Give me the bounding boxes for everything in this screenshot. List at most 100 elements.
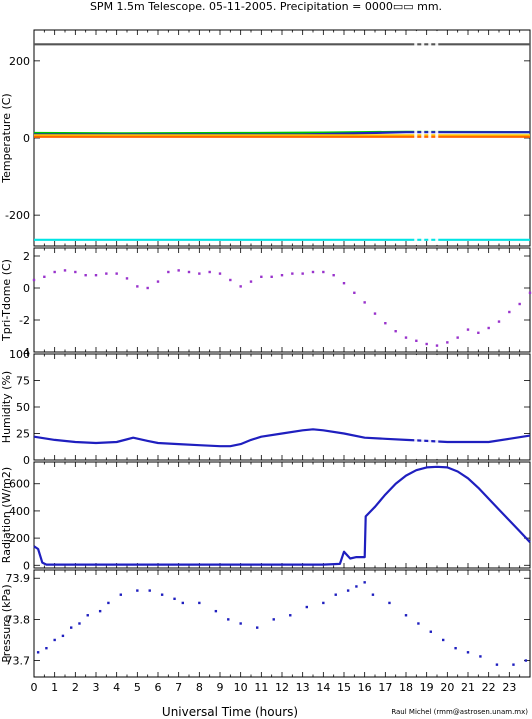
y-tick-label: -2 bbox=[19, 314, 30, 327]
pressure-point bbox=[388, 601, 391, 605]
y-tick-label: -200 bbox=[5, 209, 30, 222]
pressure-point bbox=[239, 622, 242, 625]
y-tick-label: 100 bbox=[9, 348, 30, 361]
tpri-tdome-point bbox=[456, 336, 459, 339]
humidity-panel: 0 25 50 75 100 Humidity (%) bbox=[0, 348, 531, 467]
tpri-tdome-point bbox=[187, 270, 191, 274]
tpri-tdome-point bbox=[208, 270, 211, 274]
tpri-tdome-frame bbox=[33, 247, 531, 353]
tpri-tdome-point bbox=[239, 285, 242, 288]
x-tick-label: 8 bbox=[196, 681, 203, 694]
pressure-point bbox=[355, 585, 358, 588]
pressure-point bbox=[198, 601, 201, 605]
x-tick-label: 14 bbox=[316, 681, 330, 694]
tpri-tdome-point bbox=[105, 272, 108, 275]
y-tick-label: 0 bbox=[23, 132, 30, 145]
pressure-point bbox=[148, 589, 151, 592]
pressure-point bbox=[495, 663, 499, 666]
pressure-ylabel: Pressure (kPa) bbox=[0, 584, 13, 662]
tpri-tdome-point bbox=[518, 302, 521, 306]
humidity-ylabel: Humidity (%) bbox=[0, 371, 13, 443]
tpri-tdome-point bbox=[477, 331, 480, 334]
y-tick-label: 73.8 bbox=[6, 613, 31, 626]
tpri-tdome-point bbox=[125, 277, 129, 280]
tpri-tdome-point bbox=[291, 272, 294, 275]
radiation-series-line bbox=[33, 465, 531, 566]
tpri-tdome-point bbox=[280, 274, 284, 277]
pressure-point bbox=[363, 581, 366, 584]
temperature-panel: -200 0 200 Temperature (C) bbox=[0, 29, 531, 247]
tpri-tdome-point bbox=[146, 286, 149, 290]
y-tick-label: 73.9 bbox=[6, 572, 31, 585]
pressure-point bbox=[160, 593, 164, 596]
pressure-point bbox=[256, 626, 259, 629]
tpri-tdome-point bbox=[353, 291, 356, 294]
temperature-frame bbox=[33, 29, 531, 247]
x-tick-label: 7 bbox=[175, 681, 182, 694]
x-tick-label: 15 bbox=[337, 681, 351, 694]
tpri-tdome-point bbox=[311, 270, 315, 274]
y-tick-label: 73.7 bbox=[6, 655, 31, 668]
pressure-point bbox=[227, 618, 230, 621]
pressure-point bbox=[322, 601, 325, 605]
y-tick-label: 2 bbox=[23, 250, 30, 263]
y-tick-label: 25 bbox=[16, 428, 30, 441]
x-tick-label: 11 bbox=[254, 681, 268, 694]
tpri-tdome-point bbox=[177, 269, 180, 272]
tpri-tdome-point bbox=[394, 330, 397, 333]
tpri-tdome-panel: 4 -2 0 2 Tpri-Tdome (C) bbox=[0, 247, 532, 359]
pressure-point bbox=[53, 638, 56, 642]
pressure-point bbox=[181, 601, 184, 605]
pressure-point bbox=[86, 614, 89, 617]
tpri-tdome-point bbox=[425, 342, 428, 346]
tpri-tdome-point bbox=[229, 278, 232, 282]
x-tick-label: 9 bbox=[217, 681, 224, 694]
pressure-point bbox=[454, 646, 457, 650]
pressure-point bbox=[479, 655, 482, 658]
temperature-data-gap bbox=[428, 31, 432, 245]
pressure-point bbox=[214, 609, 218, 613]
tpri-tdome-point bbox=[301, 272, 304, 275]
pressure-point bbox=[36, 651, 40, 654]
pressure-point bbox=[404, 614, 408, 617]
pressure-point bbox=[305, 605, 308, 609]
radiation-frame bbox=[33, 461, 531, 569]
tpri-tdome-point bbox=[363, 301, 366, 304]
humidity-data-gap bbox=[428, 355, 432, 459]
y-tick-label: 75 bbox=[16, 375, 30, 388]
tpri-tdome-point bbox=[32, 278, 36, 282]
tpri-tdome-point bbox=[84, 274, 87, 277]
x-tick-label: 20 bbox=[440, 681, 454, 694]
tpri-tdome-point bbox=[384, 322, 387, 325]
tpri-tdome-point bbox=[63, 269, 67, 272]
pressure-point bbox=[107, 601, 110, 605]
temperature-data-gap bbox=[414, 31, 418, 245]
x-tick-label: 0 bbox=[31, 681, 38, 694]
y-tick-label: 600 bbox=[9, 478, 30, 491]
pressure-point bbox=[512, 663, 515, 666]
x-tick-label: 17 bbox=[378, 681, 392, 694]
x-tick-label: 4 bbox=[113, 681, 120, 694]
y-tick-label: 0 bbox=[23, 282, 30, 295]
tpri-tdome-point bbox=[115, 272, 118, 275]
x-tick-label: 16 bbox=[358, 681, 372, 694]
y-tick-label: 200 bbox=[9, 532, 30, 545]
x-tick-label: 5 bbox=[134, 681, 141, 694]
tpri-tdome-point bbox=[466, 328, 470, 331]
pressure-point bbox=[346, 589, 350, 592]
pressure-point bbox=[61, 634, 65, 638]
tpri-tdome-point bbox=[270, 275, 273, 278]
tpri-tdome-point bbox=[435, 344, 439, 347]
tpri-tdome-point bbox=[528, 291, 532, 294]
tpri-tdome-point bbox=[136, 285, 139, 288]
chart-title: SPM 1.5m Telescope. 05-11-2005. Precipit… bbox=[89, 0, 443, 13]
tpri-tdome-point bbox=[74, 270, 77, 274]
x-tick-label: 21 bbox=[461, 681, 475, 694]
tpri-tdome-point bbox=[322, 270, 325, 274]
tpri-tdome-point bbox=[508, 310, 511, 314]
tpri-tdome-ylabel: Tpri-Tdome (C) bbox=[0, 259, 13, 342]
tpri-tdome-point bbox=[260, 275, 263, 278]
